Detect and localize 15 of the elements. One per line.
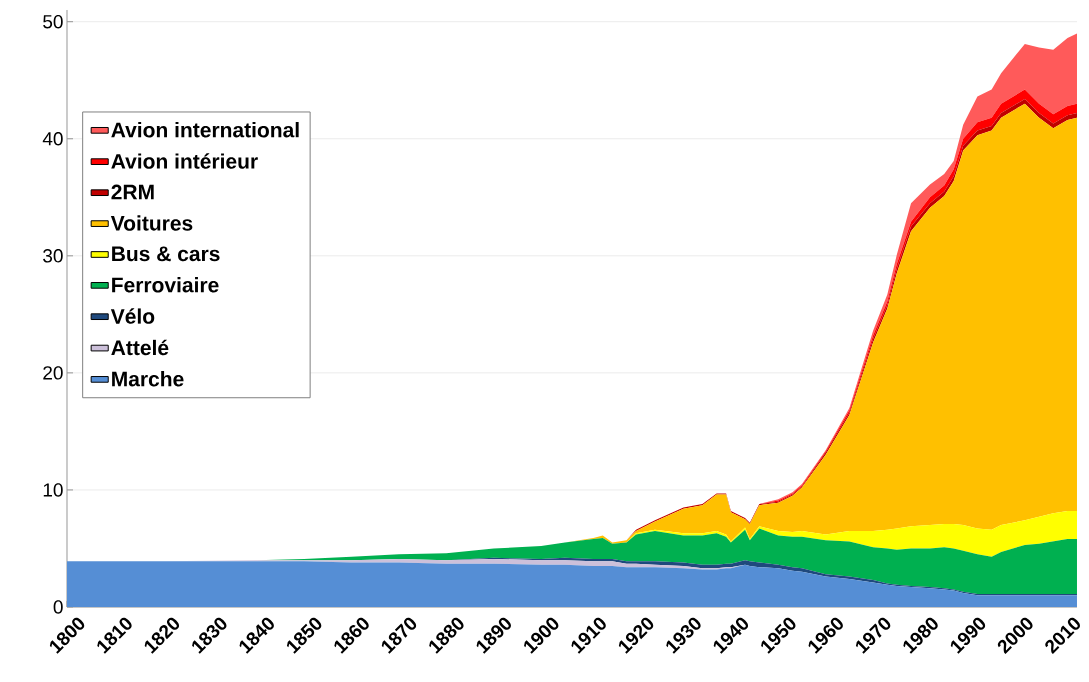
legend-label: Marche	[112, 371, 184, 387]
legend-label: Vélo	[110, 308, 155, 324]
legend-label: Ferroviaire	[112, 277, 219, 293]
y-tick-label: 20	[43, 366, 63, 380]
legend-label: Bus & cars	[112, 246, 220, 262]
y-tick-label: 50	[43, 14, 63, 29]
legend-label: Avion international	[111, 121, 299, 138]
legend-label: Attelé	[111, 339, 169, 356]
legend-label: Avion intérieur	[111, 153, 258, 169]
y-tick-label: 10	[43, 483, 63, 497]
y-tick-label: 40	[42, 132, 63, 146]
y-tick-label: 30	[43, 249, 63, 263]
legend-label: Voitures	[110, 215, 193, 231]
legend-label: 2RM	[111, 184, 154, 200]
y-tick-label: 0	[53, 600, 63, 614]
